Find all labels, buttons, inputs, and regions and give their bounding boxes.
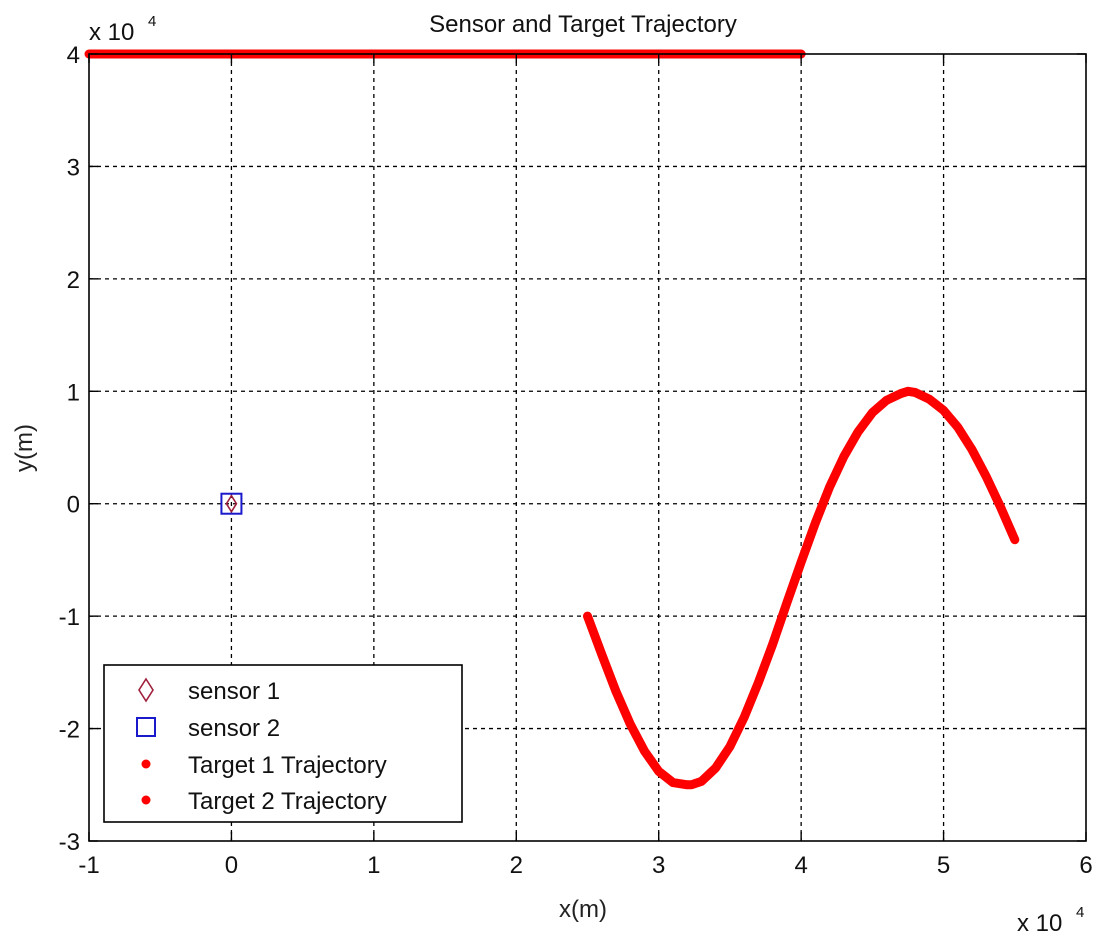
x-tick-label: 3 — [652, 852, 665, 879]
y-tick-label: -2 — [59, 717, 80, 744]
y-exponent-power: 4 — [148, 13, 156, 30]
legend-label: Target 1 Trajectory — [188, 752, 387, 779]
legend-box — [103, 664, 463, 823]
x-tick-label: 5 — [937, 852, 950, 879]
y-tick-label: 4 — [67, 42, 80, 69]
legend-label: Target 2 Trajectory — [188, 788, 387, 815]
x-exponent-base: x 10 — [1017, 910, 1062, 937]
x-tick-label: 1 — [367, 852, 380, 879]
x-tick-label: 2 — [510, 852, 523, 879]
legend: sensor 1 sensor 2 Target 1 Trajectory Targe… — [103, 664, 463, 823]
legend-marker — [138, 677, 154, 703]
x-exponent-power: 4 — [1076, 904, 1084, 921]
legend-marker — [141, 795, 151, 805]
y-axis-exponent: x 10 4 — [89, 13, 156, 46]
x-tick-label: 6 — [1079, 852, 1092, 879]
chart-title: Sensor and Target Trajectory — [429, 11, 737, 38]
series-line-3 — [583, 386, 1020, 790]
x-axis-label: x(m) — [559, 896, 607, 923]
y-axis-label: y(m) — [11, 424, 38, 472]
y-axis-ticks: -3 -2 -1 0 1 2 3 4 — [59, 42, 1086, 856]
legend-label: sensor 2 — [188, 715, 280, 742]
x-axis-exponent: x 10 4 — [1017, 904, 1084, 937]
y-tick-label: 0 — [67, 492, 80, 519]
sensor-1-marker — [225, 494, 238, 514]
sensor-2-marker — [220, 492, 243, 515]
x-tick-label: -1 — [78, 852, 99, 879]
x-axis-ticks: -1 0 1 2 3 4 5 6 — [78, 54, 1093, 879]
x-tick-label: 0 — [225, 852, 238, 879]
y-tick-label: -3 — [59, 829, 80, 856]
y-tick-label: 3 — [67, 154, 80, 181]
y-exponent-base: x 10 — [89, 19, 134, 46]
legend-label: sensor 1 — [188, 678, 280, 705]
y-tick-label: -1 — [59, 604, 80, 631]
x-tick-label: 4 — [794, 852, 807, 879]
legend-marker — [136, 717, 156, 737]
plot-frame — [88, 53, 1087, 842]
y-tick-label: 2 — [67, 267, 80, 294]
legend-marker — [141, 759, 151, 769]
y-tick-label: 1 — [67, 379, 80, 406]
